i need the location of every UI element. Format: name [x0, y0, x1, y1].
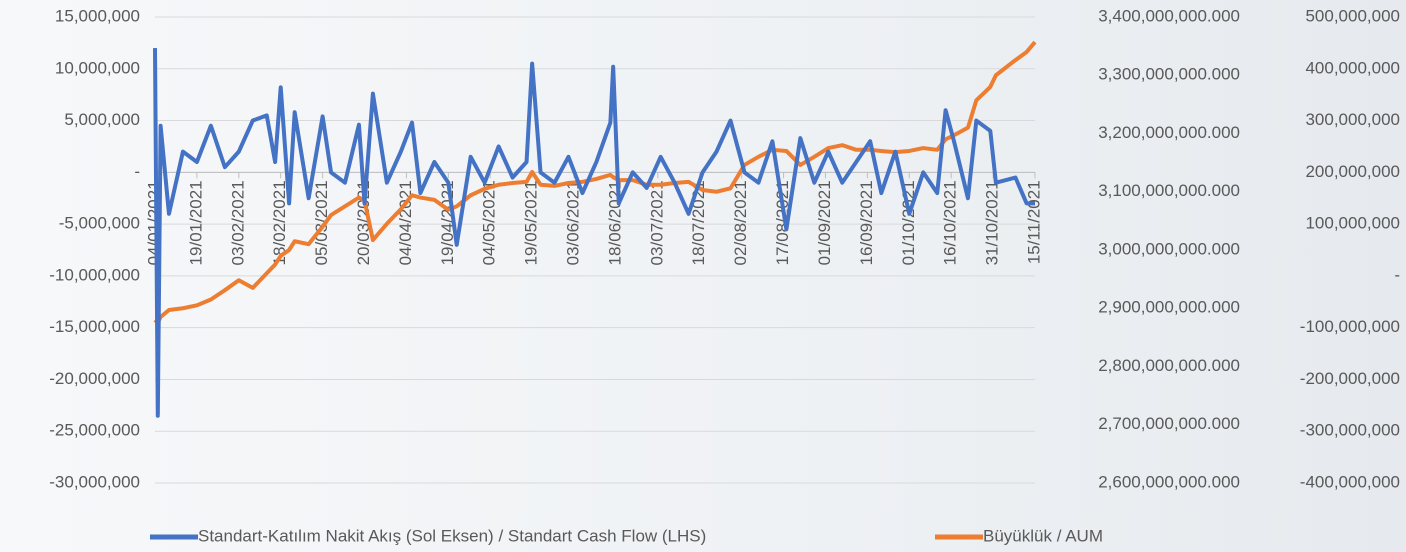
y3-tick-label: 400,000,000: [1305, 58, 1400, 77]
y-tick-label: -10,000,000: [49, 265, 140, 284]
x-tick-label: 03/02/2021: [228, 180, 247, 265]
x-tick-label: 20/03/2021: [354, 180, 373, 265]
y3-tick-label: -400,000,000: [1300, 472, 1400, 491]
y-tick-label: 5,000,000: [64, 110, 140, 129]
x-tick-label: 05/03/2021: [312, 180, 331, 265]
y2-tick-label: 3,000,000,000.000: [1098, 239, 1240, 258]
y3-tick-label: -100,000,000: [1300, 317, 1400, 336]
x-tick-label: 01/09/2021: [815, 180, 834, 265]
x-tick-label: 02/08/2021: [731, 180, 750, 265]
y-tick-label: -15,000,000: [49, 317, 140, 336]
y2-tick-label: 2,900,000,000.000: [1098, 298, 1240, 317]
y3-tick-label: 300,000,000: [1305, 110, 1400, 129]
legend-label: Standart-Katılım Nakit Akış (Sol Eksen) …: [198, 526, 706, 545]
x-tick-label: 18/02/2021: [270, 180, 289, 265]
y2-tick-label: 2,800,000,000.000: [1098, 356, 1240, 375]
y2-tick-label: 2,700,000,000.000: [1098, 414, 1240, 433]
x-tick-label: 18/07/2021: [689, 180, 708, 265]
legend-label: Büyüklük / AUM: [983, 526, 1103, 545]
y-tick-label: -25,000,000: [49, 421, 140, 440]
x-tick-label: 31/10/2021: [983, 180, 1002, 265]
y-tick-label: -: [134, 162, 140, 181]
y3-tick-label: -: [1394, 265, 1400, 284]
y-tick-label: -30,000,000: [49, 472, 140, 491]
y-tick-label: 15,000,000: [55, 6, 140, 25]
x-tick-label: 15/11/2021: [1024, 180, 1043, 264]
y3-tick-label: -300,000,000: [1300, 421, 1400, 440]
x-tick-label: 04/05/2021: [480, 180, 499, 265]
y2-tick-label: 3,100,000,000.000: [1098, 181, 1240, 200]
x-tick-label: 03/07/2021: [647, 180, 666, 265]
y2-tick-label: 2,600,000,000.000: [1098, 472, 1240, 491]
y-tick-label: -5,000,000: [59, 214, 140, 233]
y-tick-label: 10,000,000: [55, 58, 140, 77]
y2-tick-label: 3,300,000,000.000: [1098, 65, 1240, 84]
series-line: [153, 48, 1035, 418]
y3-tick-label: 500,000,000: [1305, 6, 1400, 25]
y2-tick-label: 3,200,000,000.000: [1098, 123, 1240, 142]
x-tick-label: 16/09/2021: [857, 180, 876, 265]
x-tick-label: 04/04/2021: [396, 180, 415, 265]
y3-tick-label: -200,000,000: [1300, 369, 1400, 388]
series-line: [153, 40, 1037, 325]
y2-tick-label: 3,400,000,000.000: [1098, 6, 1240, 25]
y3-tick-label: 100,000,000: [1305, 214, 1400, 233]
x-tick-label: 03/06/2021: [564, 180, 583, 265]
y-tick-label: -20,000,000: [49, 369, 140, 388]
x-tick-label: 17/08/2021: [773, 180, 792, 265]
x-tick-label: 19/01/2021: [186, 180, 205, 265]
x-tick-label: 19/05/2021: [522, 180, 541, 265]
x-tick-label: 16/10/2021: [941, 180, 960, 265]
y3-tick-label: 200,000,000: [1305, 162, 1400, 181]
